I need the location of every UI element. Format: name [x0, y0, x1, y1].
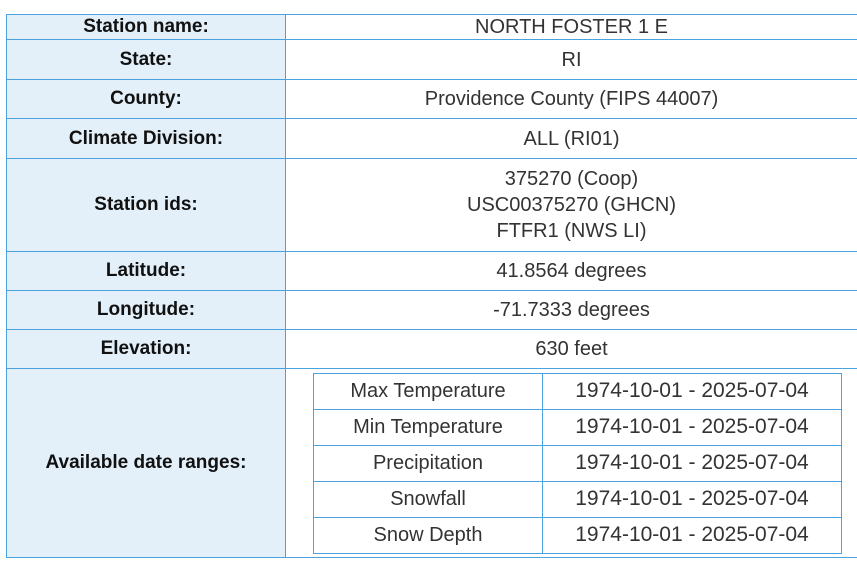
row-county: County: Providence County (FIPS 44007)	[7, 80, 857, 119]
station-id-ghcn: USC00375270 (GHCN)	[467, 194, 676, 216]
date-range-row: Snow Depth 1974-10-01 - 2025-07-04	[314, 517, 842, 554]
row-climate-division: Climate Division: ALL (RI01)	[7, 119, 857, 159]
station-id-nws: FTFR1 (NWS LI)	[496, 220, 647, 242]
station-ids-label: Station ids:	[7, 159, 286, 251]
elevation-value: 630 feet	[286, 330, 857, 368]
latitude-label: Latitude:	[7, 252, 286, 290]
state-label: State:	[7, 40, 286, 79]
county-value: Providence County (FIPS 44007)	[286, 80, 857, 118]
station-name-label: Station name:	[7, 15, 286, 39]
element-range: 1974-10-01 - 2025-07-04	[543, 517, 842, 553]
date-ranges-table: Max Temperature 1974-10-01 - 2025-07-04 …	[313, 372, 842, 554]
station-id-coop: 375270 (Coop)	[504, 168, 639, 190]
element-name: Snow Depth	[314, 517, 543, 553]
county-label: County:	[7, 80, 286, 118]
station-metadata-table: Station name: NORTH FOSTER 1 E State: RI…	[6, 14, 857, 558]
row-longitude: Longitude: -71.7333 degrees	[7, 291, 857, 330]
date-ranges-label: Available date ranges:	[7, 369, 286, 557]
date-range-row: Min Temperature 1974-10-01 - 2025-07-04	[314, 409, 842, 446]
element-name: Snowfall	[314, 481, 543, 517]
element-range: 1974-10-01 - 2025-07-04	[543, 445, 842, 481]
row-state: State: RI	[7, 40, 857, 80]
elevation-label: Elevation:	[7, 330, 286, 368]
latitude-value: 41.8564 degrees	[286, 252, 857, 290]
row-station-ids: Station ids: 375270 (Coop) USC00375270 (…	[7, 159, 857, 252]
element-name: Min Temperature	[314, 409, 543, 445]
climate-division-value: ALL (RI01)	[286, 119, 857, 158]
row-elevation: Elevation: 630 feet	[7, 330, 857, 369]
element-range: 1974-10-01 - 2025-07-04	[543, 409, 842, 445]
longitude-value: -71.7333 degrees	[286, 291, 857, 329]
date-range-row: Precipitation 1974-10-01 - 2025-07-04	[314, 445, 842, 482]
station-ids-value: 375270 (Coop) USC00375270 (GHCN) FTFR1 (…	[286, 159, 857, 251]
station-name-value: NORTH FOSTER 1 E	[286, 15, 857, 39]
climate-division-label: Climate Division:	[7, 119, 286, 158]
row-date-ranges: Available date ranges: Max Temperature 1…	[7, 369, 857, 558]
row-latitude: Latitude: 41.8564 degrees	[7, 252, 857, 291]
date-range-row: Max Temperature 1974-10-01 - 2025-07-04	[314, 373, 842, 410]
element-name: Max Temperature	[314, 373, 543, 409]
row-station-name: Station name: NORTH FOSTER 1 E	[7, 15, 857, 40]
date-ranges-value: Max Temperature 1974-10-01 - 2025-07-04 …	[286, 369, 857, 557]
state-value: RI	[286, 40, 857, 79]
element-range: 1974-10-01 - 2025-07-04	[543, 373, 842, 409]
longitude-label: Longitude:	[7, 291, 286, 329]
element-name: Precipitation	[314, 445, 543, 481]
element-range: 1974-10-01 - 2025-07-04	[543, 481, 842, 517]
date-range-row: Snowfall 1974-10-01 - 2025-07-04	[314, 481, 842, 518]
